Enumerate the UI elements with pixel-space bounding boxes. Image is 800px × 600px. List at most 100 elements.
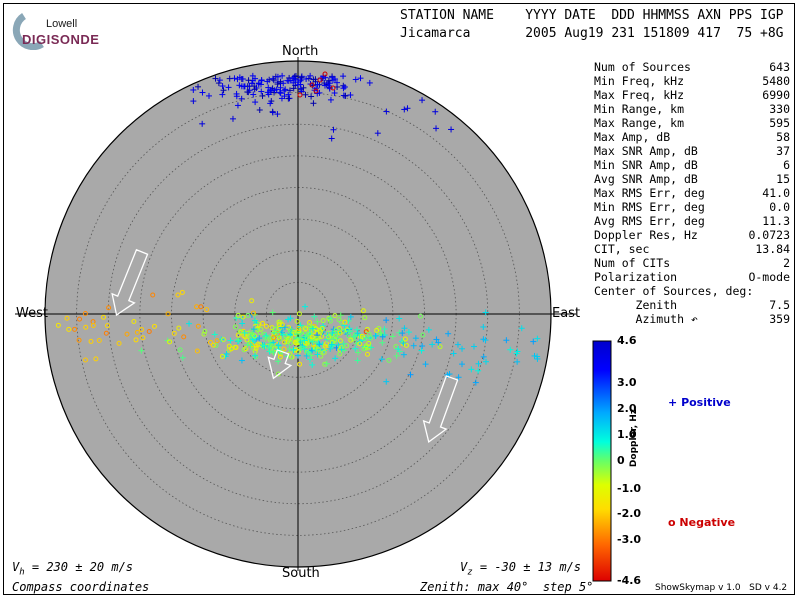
source-negative xyxy=(303,326,309,332)
source-positive xyxy=(454,341,461,348)
source-negative xyxy=(151,323,157,329)
source-negative xyxy=(360,308,366,314)
source-positive xyxy=(401,106,408,113)
source-negative xyxy=(357,341,363,347)
source-positive xyxy=(472,379,479,386)
source-negative xyxy=(204,307,210,313)
source-positive xyxy=(354,326,361,333)
source-negative xyxy=(386,357,392,363)
stat-row: Min Freq, kHz 5480 xyxy=(594,74,790,88)
colorbar-tick-label: 2.0 xyxy=(617,402,637,415)
source-negative xyxy=(96,338,102,344)
stat-label: Num of Sources xyxy=(594,60,691,74)
source-positive xyxy=(219,91,226,98)
source-positive xyxy=(295,79,302,86)
stat-label: Avg RMS Err, deg xyxy=(594,214,705,228)
circle-icon: o xyxy=(668,516,676,529)
source-positive xyxy=(300,84,307,91)
source-negative xyxy=(346,333,352,339)
source-negative xyxy=(235,332,241,338)
source-negative xyxy=(179,289,185,295)
source-positive xyxy=(275,341,282,348)
source-negative xyxy=(363,343,369,349)
source-positive xyxy=(241,329,248,336)
source-positive xyxy=(534,355,541,362)
source-negative xyxy=(88,338,94,344)
source-positive xyxy=(305,349,312,356)
doppler-colorbar xyxy=(592,340,612,582)
source-positive xyxy=(400,351,407,358)
source-positive xyxy=(459,345,466,352)
stat-value: 330 xyxy=(769,102,790,116)
stat-value: 2 xyxy=(783,256,790,270)
stat-row: Max Range, km 595 xyxy=(594,116,790,130)
source-positive xyxy=(335,341,342,348)
source-positive xyxy=(514,358,521,365)
source-negative xyxy=(263,323,269,329)
source-negative xyxy=(177,347,183,353)
source-negative xyxy=(103,330,109,336)
source-negative xyxy=(320,318,326,324)
legend-negative-label: Negative xyxy=(679,516,736,529)
source-positive xyxy=(229,115,236,122)
source-negative xyxy=(293,340,299,346)
source-positive xyxy=(410,342,417,349)
source-positive xyxy=(314,90,321,97)
source-negative xyxy=(342,319,348,325)
source-negative xyxy=(146,329,152,335)
source-positive xyxy=(418,347,425,354)
source-negative xyxy=(420,332,426,338)
source-negative xyxy=(297,92,303,98)
source-positive xyxy=(286,345,293,352)
source-positive xyxy=(205,92,212,99)
source-positive xyxy=(400,339,407,346)
compass-north: North xyxy=(282,44,319,59)
stat-value: 41.0 xyxy=(762,186,790,200)
stat-row: Max RMS Err, deg 41.0 xyxy=(594,186,790,200)
source-positive xyxy=(309,361,316,368)
stat-value: 6 xyxy=(783,158,790,172)
source-positive xyxy=(302,91,309,98)
stat-row: Min RMS Err, deg 0.0 xyxy=(594,200,790,214)
source-negative xyxy=(181,334,187,340)
stat-row: Doppler Res, Hz 0.0723 xyxy=(594,228,790,242)
stat-label: Center of Sources, deg: xyxy=(594,284,754,298)
source-negative xyxy=(213,342,219,348)
source-negative xyxy=(238,329,244,335)
source-positive xyxy=(445,330,452,337)
source-negative xyxy=(214,338,220,344)
stat-row: Num of Sources 643 xyxy=(594,60,790,74)
colorbar-tick-label: -3.0 xyxy=(617,533,642,546)
source-positive xyxy=(435,339,442,346)
source-negative xyxy=(330,85,336,91)
source-positive xyxy=(298,345,305,352)
coordinates-label: Compass coordinates xyxy=(12,580,150,594)
source-positive xyxy=(267,348,274,355)
source-positive xyxy=(459,361,466,368)
source-negative xyxy=(251,310,257,316)
compass-south: South xyxy=(282,566,320,581)
colorbar-tick-label: 4.6 xyxy=(617,334,637,347)
source-negative xyxy=(322,71,328,77)
source-positive xyxy=(404,105,411,112)
stat-label: Avg SNR Amp, dB xyxy=(594,172,698,186)
source-positive xyxy=(245,77,252,84)
source-positive xyxy=(330,126,337,133)
source-negative xyxy=(282,339,288,345)
stat-value: 15 xyxy=(776,172,790,186)
source-positive xyxy=(534,335,541,342)
stat-row: Avg RMS Err, deg 11.3 xyxy=(594,214,790,228)
source-negative xyxy=(176,325,182,331)
source-positive xyxy=(383,317,390,324)
source-positive xyxy=(503,337,510,344)
source-positive xyxy=(215,80,222,87)
source-negative xyxy=(139,327,145,333)
source-positive xyxy=(482,309,489,316)
source-positive xyxy=(235,337,242,344)
source-positive xyxy=(259,92,266,99)
source-negative xyxy=(253,345,259,351)
source-negative xyxy=(258,326,264,332)
source-negative xyxy=(165,311,171,317)
source-positive xyxy=(342,92,349,99)
stat-value: 11.3 xyxy=(762,214,790,228)
